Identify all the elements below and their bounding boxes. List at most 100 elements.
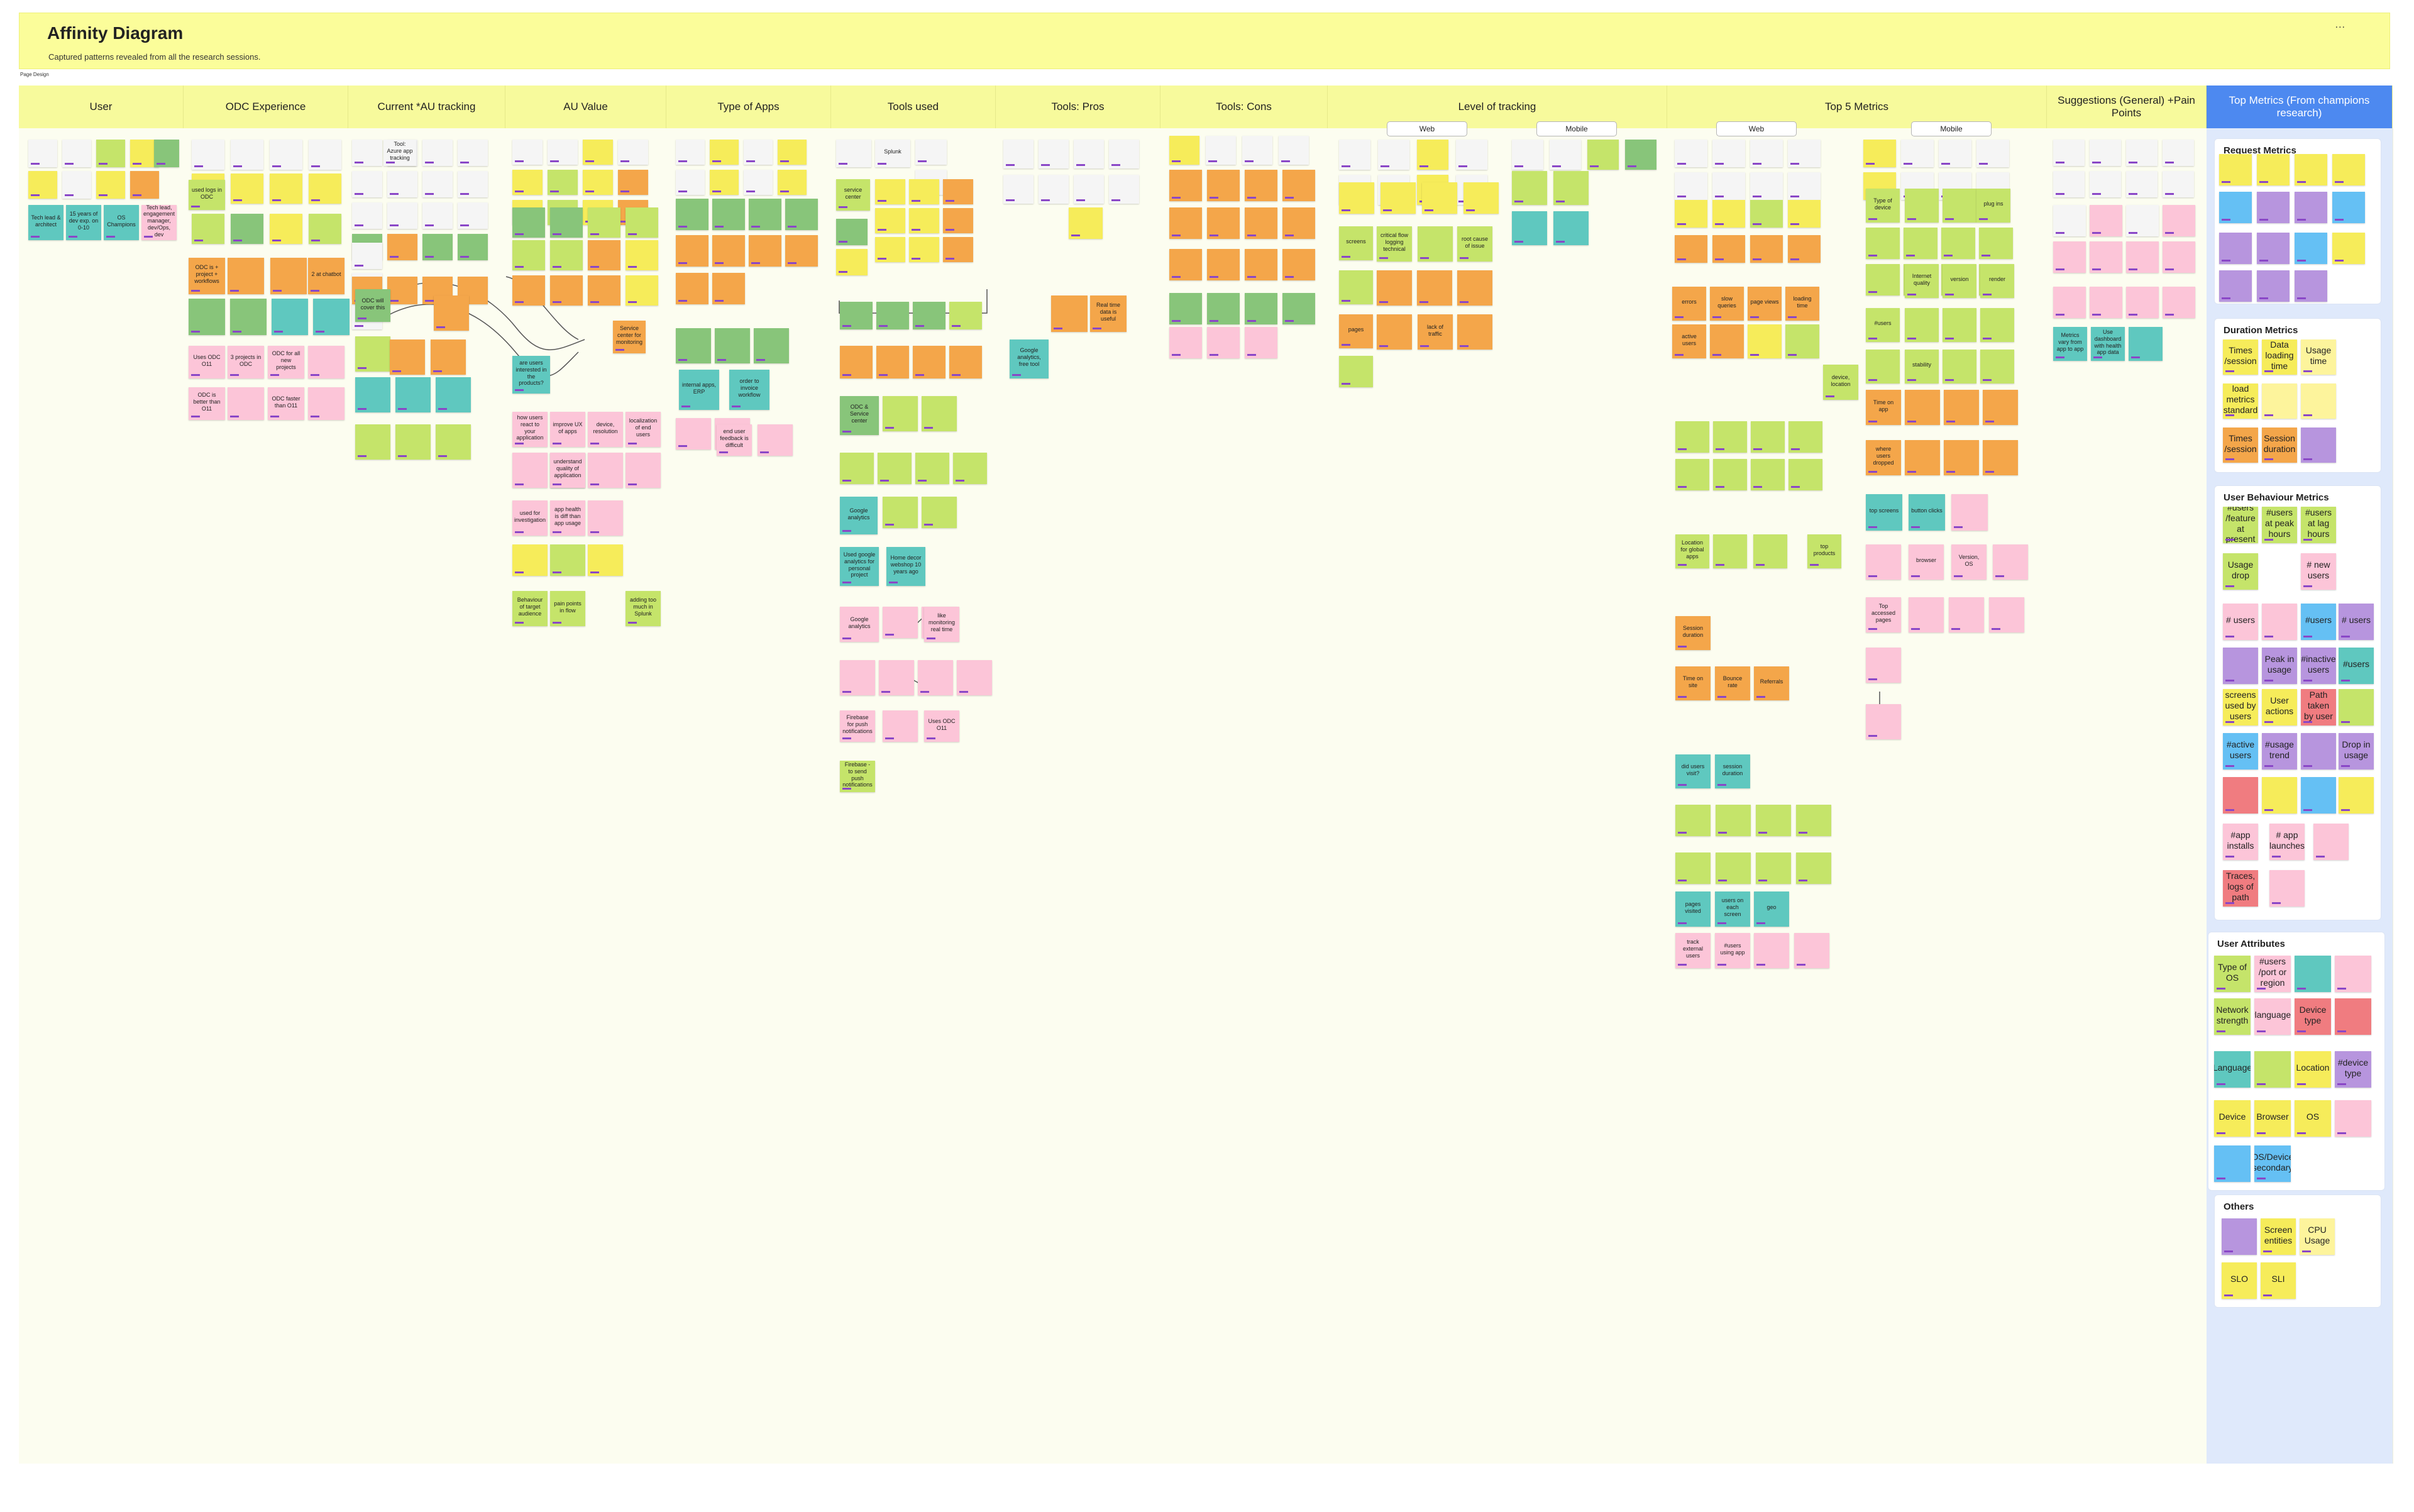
sticky-note[interactable]: version (1943, 264, 1976, 298)
sticky-note[interactable]: lack of traffic (1418, 314, 1453, 350)
sticky-note[interactable] (1003, 175, 1033, 204)
sticky-note[interactable]: #users using app (1715, 933, 1750, 968)
metric-note[interactable] (2269, 870, 2305, 907)
sticky-note[interactable] (1905, 440, 1940, 475)
sticky-note[interactable] (626, 453, 661, 488)
sticky-note[interactable] (1866, 350, 1900, 384)
sticky-note[interactable] (1788, 235, 1821, 263)
sticky-note[interactable]: app health is diff than app usage (550, 500, 585, 536)
sticky-note[interactable] (2129, 327, 2163, 361)
sticky-note[interactable] (1279, 136, 1309, 165)
metric-note[interactable]: OS (2295, 1100, 2331, 1137)
sticky-note[interactable] (1169, 136, 1199, 165)
sticky-note[interactable] (355, 336, 390, 372)
sticky-note[interactable] (2126, 171, 2158, 197)
sticky-note[interactable]: Firebase - to send push notifications (840, 761, 875, 792)
sticky-note[interactable] (1753, 534, 1787, 568)
sticky-note[interactable] (1716, 805, 1751, 836)
sticky-note[interactable] (2163, 205, 2195, 236)
sticky-note[interactable] (754, 328, 789, 363)
sticky-note[interactable] (2126, 205, 2159, 236)
metric-note[interactable] (2223, 648, 2258, 684)
sticky-note[interactable] (1074, 140, 1104, 168)
sticky-note[interactable] (512, 453, 548, 488)
sticky-note[interactable] (1713, 459, 1747, 490)
sticky-note[interactable] (1051, 295, 1088, 332)
sticky-note[interactable] (588, 544, 623, 576)
sticky-note[interactable] (2090, 205, 2122, 236)
sticky-note[interactable]: root cause of issue (1457, 226, 1492, 262)
sticky-note[interactable]: Tech lead & architect (28, 205, 63, 240)
sticky-note[interactable] (228, 258, 264, 294)
metric-note[interactable]: Usage time (2301, 339, 2336, 375)
sticky-note[interactable] (915, 140, 947, 165)
sticky-note[interactable] (512, 207, 545, 238)
sticky-note[interactable]: 15 years of dev exp. on 0-10 (66, 205, 101, 240)
sticky-note[interactable] (1794, 933, 1829, 968)
sticky-note[interactable] (1976, 140, 2009, 167)
metric-note[interactable]: Times /session (2223, 339, 2258, 375)
metric-note[interactable] (2295, 233, 2327, 264)
sticky-note[interactable] (512, 240, 545, 270)
sticky-note[interactable] (1796, 853, 1831, 884)
sticky-note[interactable]: 3 projects in ODC (228, 346, 264, 378)
sticky-note[interactable]: Internet quality (1905, 264, 1939, 298)
sticky-note[interactable] (1993, 544, 2028, 580)
sticky-note[interactable] (308, 387, 344, 420)
sticky-note[interactable] (710, 140, 739, 165)
sticky-note[interactable] (836, 140, 871, 167)
sticky-note[interactable] (2126, 241, 2159, 273)
sticky-note[interactable] (1245, 249, 1277, 280)
sticky-note[interactable] (1750, 200, 1783, 228)
sticky-note[interactable] (422, 202, 453, 229)
metric-note[interactable]: Data loading time (2262, 339, 2297, 375)
sticky-note[interactable] (913, 302, 945, 329)
more-menu-icon[interactable]: ... (2335, 19, 2345, 30)
metric-note[interactable] (2295, 154, 2327, 185)
sticky-note[interactable] (840, 453, 874, 484)
sticky-note[interactable] (1751, 421, 1785, 453)
sticky-note[interactable] (550, 275, 583, 306)
sticky-note[interactable]: used for investigation (512, 500, 548, 536)
sticky-note[interactable] (1901, 140, 1934, 167)
sticky-note[interactable]: Type of device (1866, 189, 1900, 223)
sticky-note[interactable] (1169, 293, 1202, 324)
sticky-note[interactable]: how users react to your application (512, 412, 548, 447)
sticky-note[interactable] (2163, 171, 2194, 197)
sticky-note[interactable] (1245, 327, 1277, 358)
sticky-note[interactable] (1245, 293, 1277, 324)
sticky-note[interactable] (387, 171, 417, 197)
metric-note[interactable] (2219, 233, 2252, 264)
sticky-note[interactable] (1245, 207, 1277, 239)
sticky-note[interactable] (1866, 648, 1901, 683)
sticky-note[interactable] (352, 243, 382, 269)
sticky-note[interactable] (1788, 172, 1821, 200)
sticky-note[interactable] (840, 302, 873, 329)
sticky-note[interactable] (422, 171, 453, 197)
sticky-note[interactable]: Used google analytics for personal proje… (840, 547, 879, 586)
sticky-note[interactable] (1713, 421, 1747, 453)
metric-note[interactable] (2295, 956, 2331, 992)
sticky-note[interactable] (1550, 140, 1581, 170)
sticky-note[interactable] (1943, 308, 1976, 342)
sticky-note[interactable]: Bounce rate (1715, 666, 1750, 700)
sticky-note[interactable] (1074, 175, 1104, 204)
metric-note[interactable]: OS/Device secondary (2254, 1145, 2291, 1182)
sticky-note[interactable] (1169, 249, 1202, 280)
sticky-note[interactable] (676, 235, 708, 267)
sticky-note[interactable] (130, 171, 159, 199)
metric-note[interactable] (2301, 384, 2336, 419)
sticky-note[interactable] (1381, 182, 1416, 214)
sticky-note[interactable] (1512, 171, 1547, 205)
sticky-note[interactable] (352, 171, 382, 197)
sticky-note[interactable]: Real time data is useful (1090, 295, 1127, 332)
sticky-note[interactable] (1169, 327, 1202, 358)
sticky-note[interactable] (749, 235, 781, 267)
sticky-note[interactable]: order to invoice workflow (729, 370, 769, 410)
sticky-note[interactable] (96, 140, 125, 167)
sticky-note[interactable] (1979, 228, 2013, 259)
sticky-note[interactable]: #users (1866, 308, 1900, 342)
sticky-note[interactable]: users on each screen (1715, 891, 1750, 927)
metric-note[interactable]: SLI (2261, 1262, 2296, 1299)
sticky-note[interactable] (1866, 704, 1901, 739)
